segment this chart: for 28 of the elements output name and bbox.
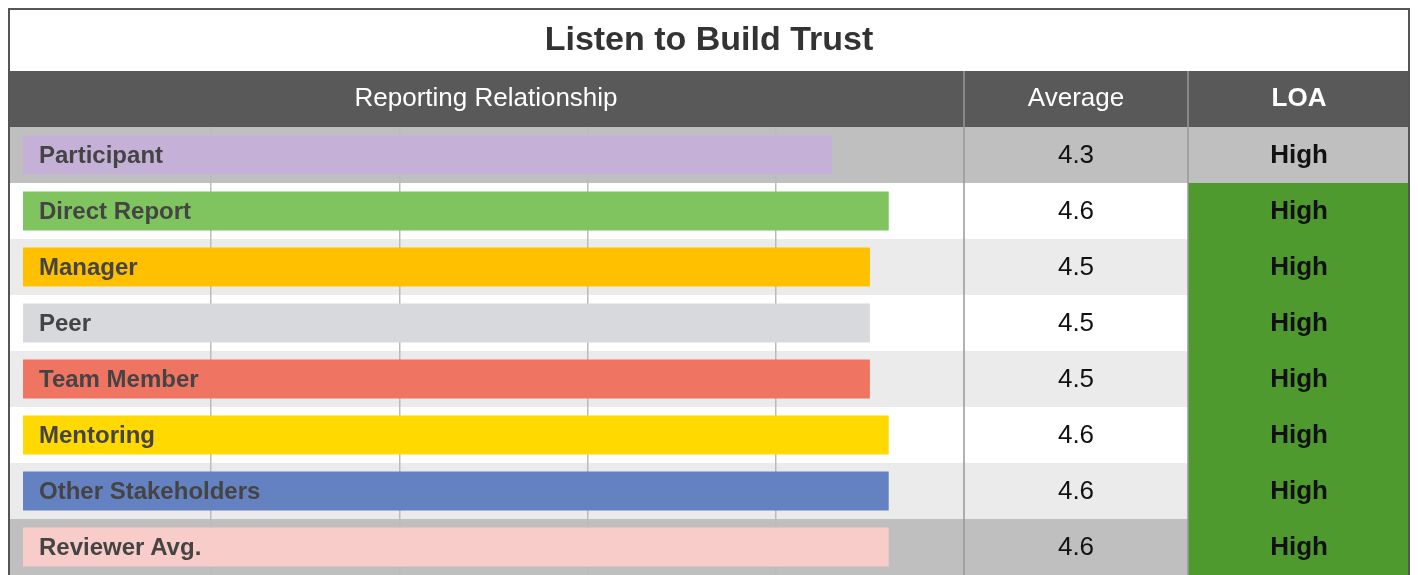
data-label: 4.6: [1057, 419, 1095, 450]
data-label: 4.6: [1057, 475, 1095, 506]
y-tick-label: Direct Report: [39, 196, 192, 224]
data-label: 4.6: [1057, 195, 1095, 226]
y-tick-label: Peer: [39, 308, 92, 336]
text: High: [1270, 475, 1328, 506]
y-tick-label: Mentoring: [39, 420, 155, 448]
text: LOA: [1271, 82, 1327, 113]
text: High: [1270, 139, 1328, 170]
text: High: [1270, 251, 1328, 282]
text: High: [1270, 195, 1328, 226]
text: High: [1270, 363, 1328, 394]
text: High: [1270, 307, 1328, 338]
data-label: 4.5: [1057, 251, 1095, 282]
y-tick-label: Manager: [39, 252, 138, 280]
text: Average: [1027, 82, 1125, 113]
data-label: 4.5: [1057, 363, 1095, 394]
y-axis-title: Reporting Relationship: [354, 82, 618, 113]
text: High: [1270, 531, 1328, 562]
data-label: 4.6: [1057, 531, 1095, 562]
text: High: [1270, 419, 1328, 450]
y-tick-label: Participant: [39, 140, 164, 168]
chart-title: Listen to Build Trust: [544, 19, 874, 58]
y-tick-label: Reviewer Avg.: [39, 532, 202, 560]
y-tick-label: Other Stakeholders: [39, 476, 261, 504]
data-label: 4.3: [1057, 139, 1095, 170]
data-label: 4.5: [1057, 307, 1095, 338]
y-tick-label: Team Member: [39, 364, 199, 392]
